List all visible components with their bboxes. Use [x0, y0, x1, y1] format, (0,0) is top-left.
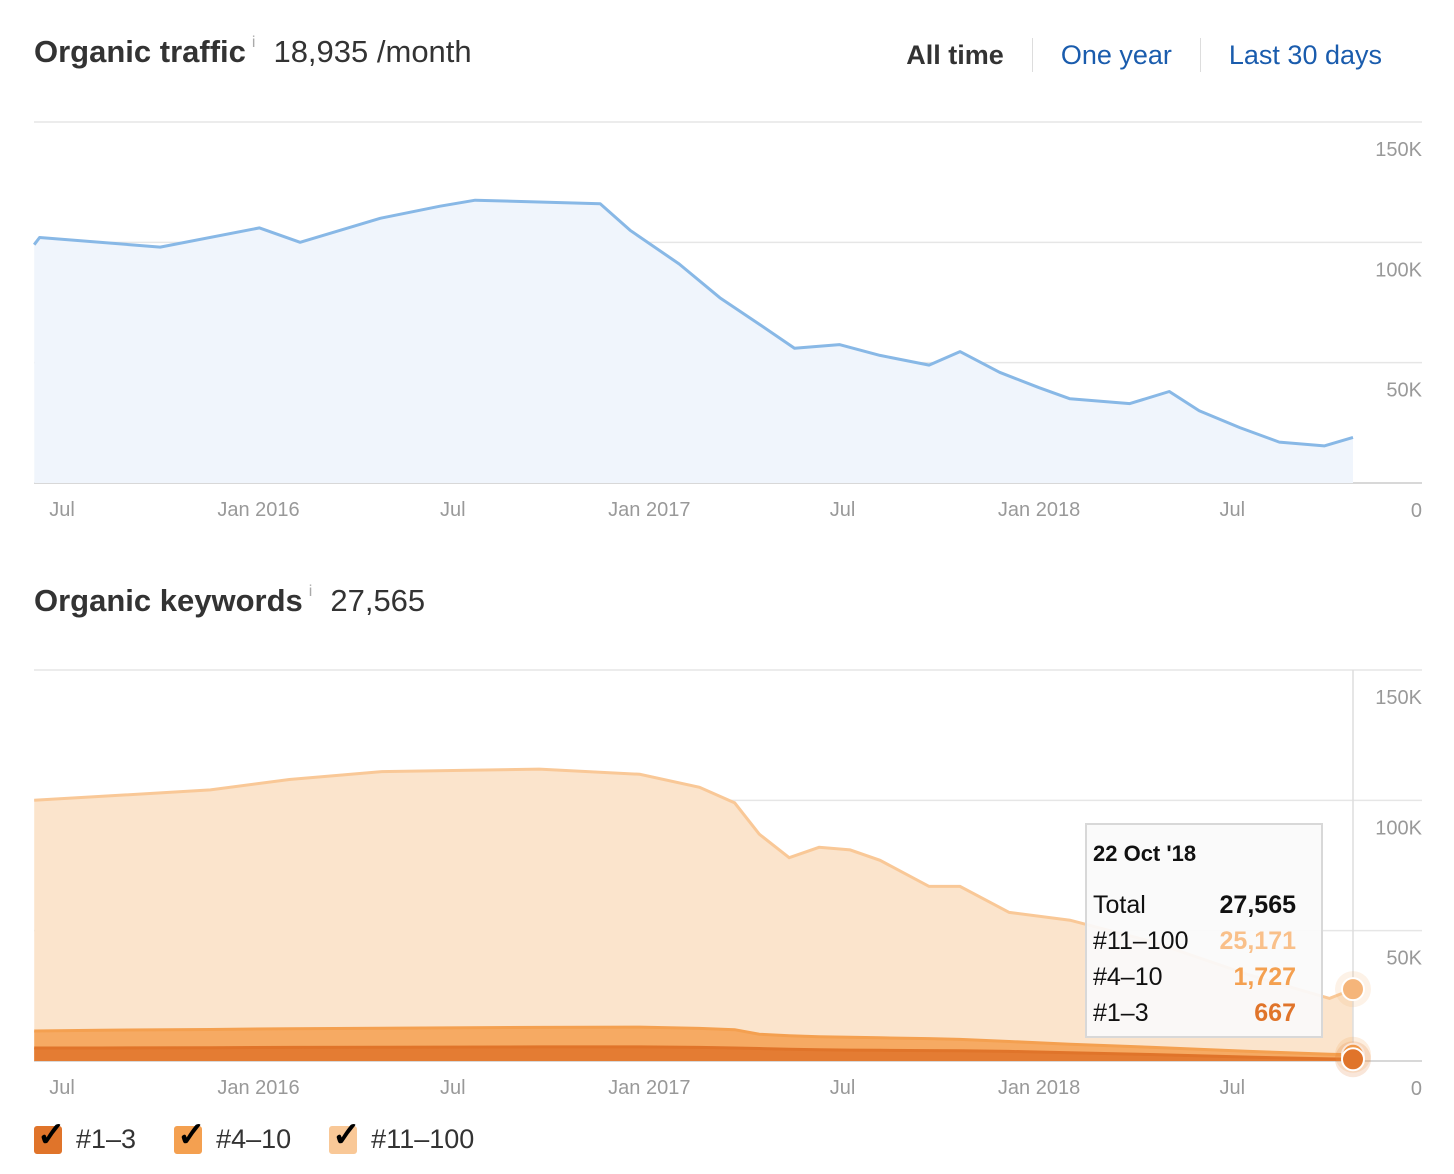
x-tick-label: Jul [49, 499, 75, 521]
x-tick-label: Jul [830, 499, 856, 521]
traffic-line [33, 198, 1354, 448]
tooltip-row-11-100: #11–100 25,171 [1093, 923, 1296, 959]
series-area [34, 769, 1354, 1061]
tooltip-value: 1,727 [1233, 962, 1296, 991]
y-tick-label: 50K [1386, 948, 1422, 970]
tooltip-row-1-3: #1–3 667 [1093, 995, 1296, 1031]
chart-tooltip: 22 Oct '18 Total 27,565 #11–100 25,171 #4–… [1085, 823, 1323, 1038]
x-tick-label: Jul [440, 499, 466, 521]
hover-point [1341, 977, 1365, 1002]
series-line [34, 1025, 1354, 1057]
checkbox-checked-icon[interactable]: ✓ [34, 1116, 66, 1154]
tooltip-row-4-10: #4–10 1,727 [1093, 959, 1296, 995]
x-tick-label: Jan 2016 [217, 499, 299, 521]
x-tick-label: Jan 2018 [998, 1077, 1080, 1099]
legend-item-1-3[interactable]: ✓ #1–3 [34, 1116, 137, 1155]
tooltip-label: #11–100 [1093, 926, 1189, 955]
keywords-value: 27,565 [330, 583, 426, 618]
checkbox-checked-icon[interactable]: ✓ [174, 1116, 206, 1154]
traffic-header: Organic traffic i 18,935 /month [34, 34, 472, 70]
tooltip-value: 25,171 [1219, 926, 1296, 955]
tooltip-row-total: Total 27,565 [1093, 887, 1296, 923]
x-tick-label: Jul [1220, 499, 1246, 521]
legend-label: #1–3 [76, 1124, 137, 1154]
range-last-30-days[interactable]: Last 30 days [1228, 39, 1382, 70]
traffic-chart[interactable]: 150K 100K 50K 0 Jul Jan 2016 Jul Jan 2017 Jul Jan… [0, 0, 1454, 560]
range-all-time[interactable]: All time [906, 39, 1004, 70]
traffic-title: Organic traffic [34, 34, 246, 69]
y-tick-label: 150K [1375, 139, 1422, 161]
tooltip-label: #4–10 [1093, 962, 1163, 991]
range-one-year[interactable]: One year [1060, 39, 1172, 70]
y-tick-label: 100K [1375, 817, 1422, 839]
divider [1199, 38, 1201, 72]
tooltip-label: Total [1093, 890, 1146, 919]
x-tick-label: Jul [830, 1077, 856, 1099]
legend-label: #4–10 [216, 1124, 292, 1154]
divider [1031, 38, 1033, 72]
time-range-tabs: All time One year Last 30 days [906, 38, 1382, 72]
y-tick-label: 100K [1375, 259, 1422, 281]
tooltip-date: 22 Oct '18 [1093, 841, 1197, 866]
keywords-title: Organic keywords [34, 583, 303, 618]
legend-label: #11–100 [371, 1124, 475, 1154]
x-tick-label: Jan 2018 [998, 499, 1080, 521]
y-tick-label: 50K [1386, 380, 1422, 402]
x-tick-label: Jan 2017 [608, 499, 690, 521]
tooltip-value: 667 [1254, 998, 1296, 1027]
traffic-area [34, 200, 1354, 483]
y-tick-label: 150K [1375, 687, 1422, 709]
y-tick-label: 0 [1411, 1078, 1422, 1100]
tooltip-value: 27,565 [1219, 890, 1296, 919]
legend-item-11-100[interactable]: ✓ #11–100 [329, 1116, 475, 1155]
keywords-header: Organic keywords i 27,565 [34, 583, 425, 619]
y-tick-label: 0 [1411, 500, 1422, 522]
x-tick-label: Jul [49, 1077, 75, 1099]
info-icon[interactable]: i [251, 34, 256, 51]
traffic-value: 18,935 /month [273, 34, 472, 69]
x-tick-label: Jan 2016 [217, 1077, 299, 1099]
legend-item-4-10[interactable]: ✓ #4–10 [174, 1116, 292, 1155]
x-tick-label: Jan 2017 [608, 1077, 690, 1099]
checkbox-checked-icon[interactable]: ✓ [329, 1116, 361, 1154]
chart-legend: ✓ #1–3 ✓ #4–10 ✓ #11–100 [34, 1116, 475, 1155]
series-area [34, 1046, 1354, 1061]
series-line [34, 1045, 1354, 1061]
hover-point [1341, 1047, 1365, 1072]
x-tick-label: Jul [440, 1077, 466, 1099]
info-icon[interactable]: i [308, 583, 313, 600]
tooltip-label: #1–3 [1093, 998, 1149, 1027]
x-tick-label: Jul [1220, 1077, 1246, 1099]
